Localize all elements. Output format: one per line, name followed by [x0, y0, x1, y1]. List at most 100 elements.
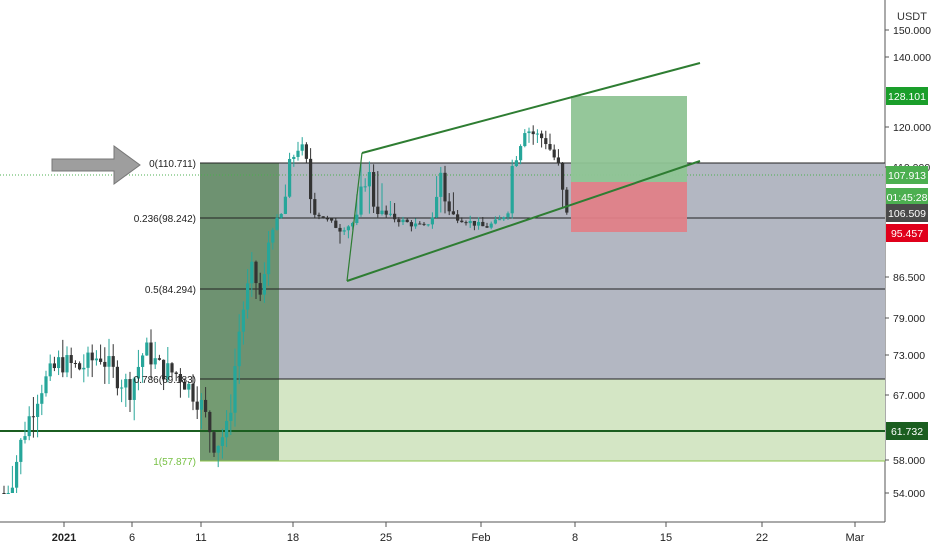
candle-body [241, 309, 245, 332]
candle-body [334, 220, 338, 228]
badge-entry-label: 106.509 [888, 208, 926, 220]
candle-body [346, 226, 350, 231]
fib-label-2: 0.5(84.294) [145, 285, 196, 296]
candle-body [477, 221, 481, 226]
candle-body [132, 378, 136, 400]
candle-body [422, 223, 426, 225]
candle-body [82, 367, 86, 370]
candle-body [380, 210, 384, 215]
price-badges: 128.101 107.913 01:45:28 106.509 95.457 61.73… [886, 87, 928, 440]
candle-body [57, 357, 61, 369]
candle-body [153, 358, 157, 365]
candle-body [27, 416, 31, 437]
candle-body [124, 379, 128, 388]
candle-body [65, 355, 69, 373]
candle-body [128, 379, 132, 400]
fib-label-0: 0(110.711) [149, 159, 196, 170]
candle-body [288, 158, 292, 197]
candle-body [338, 227, 342, 232]
date-tick-label: 11 [195, 532, 206, 544]
channel-left-edge [346, 152, 363, 282]
candle-body [246, 283, 250, 310]
candle-body [435, 196, 439, 218]
candle-body [393, 213, 397, 220]
candle-body [31, 416, 35, 418]
candle-body [86, 352, 90, 368]
candle-body [510, 166, 514, 214]
candle-body [78, 363, 82, 370]
candle-body [141, 355, 145, 367]
candle-body [212, 432, 216, 453]
candle-body [149, 342, 153, 365]
candle-body [195, 401, 199, 410]
candle-body [107, 356, 111, 367]
candle-body [271, 229, 275, 243]
date-tick-label: Mar [846, 532, 865, 544]
price-tick-label: 140.000 [893, 52, 931, 64]
candle-body [506, 213, 510, 218]
candle-body [166, 363, 170, 380]
candle-body [317, 214, 321, 217]
candle-body [556, 157, 560, 164]
fib-impulse-box [200, 163, 279, 461]
currency-label: USDT [897, 11, 927, 23]
candle-body [275, 217, 279, 230]
target-zone [571, 96, 687, 182]
candle-body [48, 363, 52, 377]
arrow-icon [51, 145, 141, 185]
candle-body [489, 223, 493, 228]
badge-countdown-label: 01:45:28 [887, 192, 928, 204]
fib-labels: 0(110.711) 0.236(98.242) 0.5(84.294) 0.786(… [134, 159, 196, 468]
price-tick-label: 120.000 [893, 122, 931, 134]
candle-body [300, 144, 304, 151]
candle-body [540, 133, 544, 139]
fib-label-1: 0.236(98.242) [134, 214, 196, 225]
candle-body [279, 213, 283, 218]
candle-body [292, 156, 296, 159]
stop-zone [571, 182, 687, 232]
candle-body [233, 366, 237, 413]
candle-body [397, 219, 401, 223]
date-tick-label: 6 [129, 532, 135, 544]
candle-body [388, 213, 392, 215]
candle-body [183, 381, 187, 390]
candle-body [485, 226, 489, 228]
price-tick-label: 86.500 [893, 272, 925, 284]
candle-body [451, 211, 455, 215]
candle-body [342, 230, 346, 232]
channel-lower-line [346, 160, 701, 282]
candle-body [52, 363, 56, 369]
badge-target [886, 87, 928, 105]
candlestick-series [2, 125, 569, 494]
badge-support [886, 422, 928, 440]
candle-body [262, 274, 266, 295]
candle-body [103, 361, 107, 367]
date-tick-label: 25 [380, 532, 392, 544]
candle-body [225, 420, 229, 438]
candle-body [229, 412, 233, 421]
price-tick-label: 79.000 [893, 313, 925, 325]
candle-body [120, 387, 124, 389]
candle-body [136, 366, 140, 379]
badge-stop-label: 95.457 [891, 228, 923, 240]
fib-zone-0-0.786 [200, 163, 885, 379]
date-tick-label: 22 [756, 532, 768, 544]
price-tick-label: 67.000 [893, 390, 925, 402]
candle-body [254, 261, 258, 284]
candle-body [355, 214, 359, 223]
price-tick-label: 73.000 [893, 350, 925, 362]
candle-body [561, 163, 565, 190]
date-tick-label: 2021 [52, 532, 76, 544]
badge-current-label: 107.913 [888, 170, 926, 182]
candle-body [309, 158, 313, 200]
candle-body [548, 144, 552, 150]
candle-body [157, 358, 161, 360]
candle-body [94, 358, 98, 361]
candle-body [258, 283, 262, 295]
candle-body [447, 201, 451, 212]
candle-body [456, 214, 460, 221]
candle-body [527, 131, 531, 134]
candle-body [216, 445, 220, 453]
candle-body [19, 439, 23, 462]
